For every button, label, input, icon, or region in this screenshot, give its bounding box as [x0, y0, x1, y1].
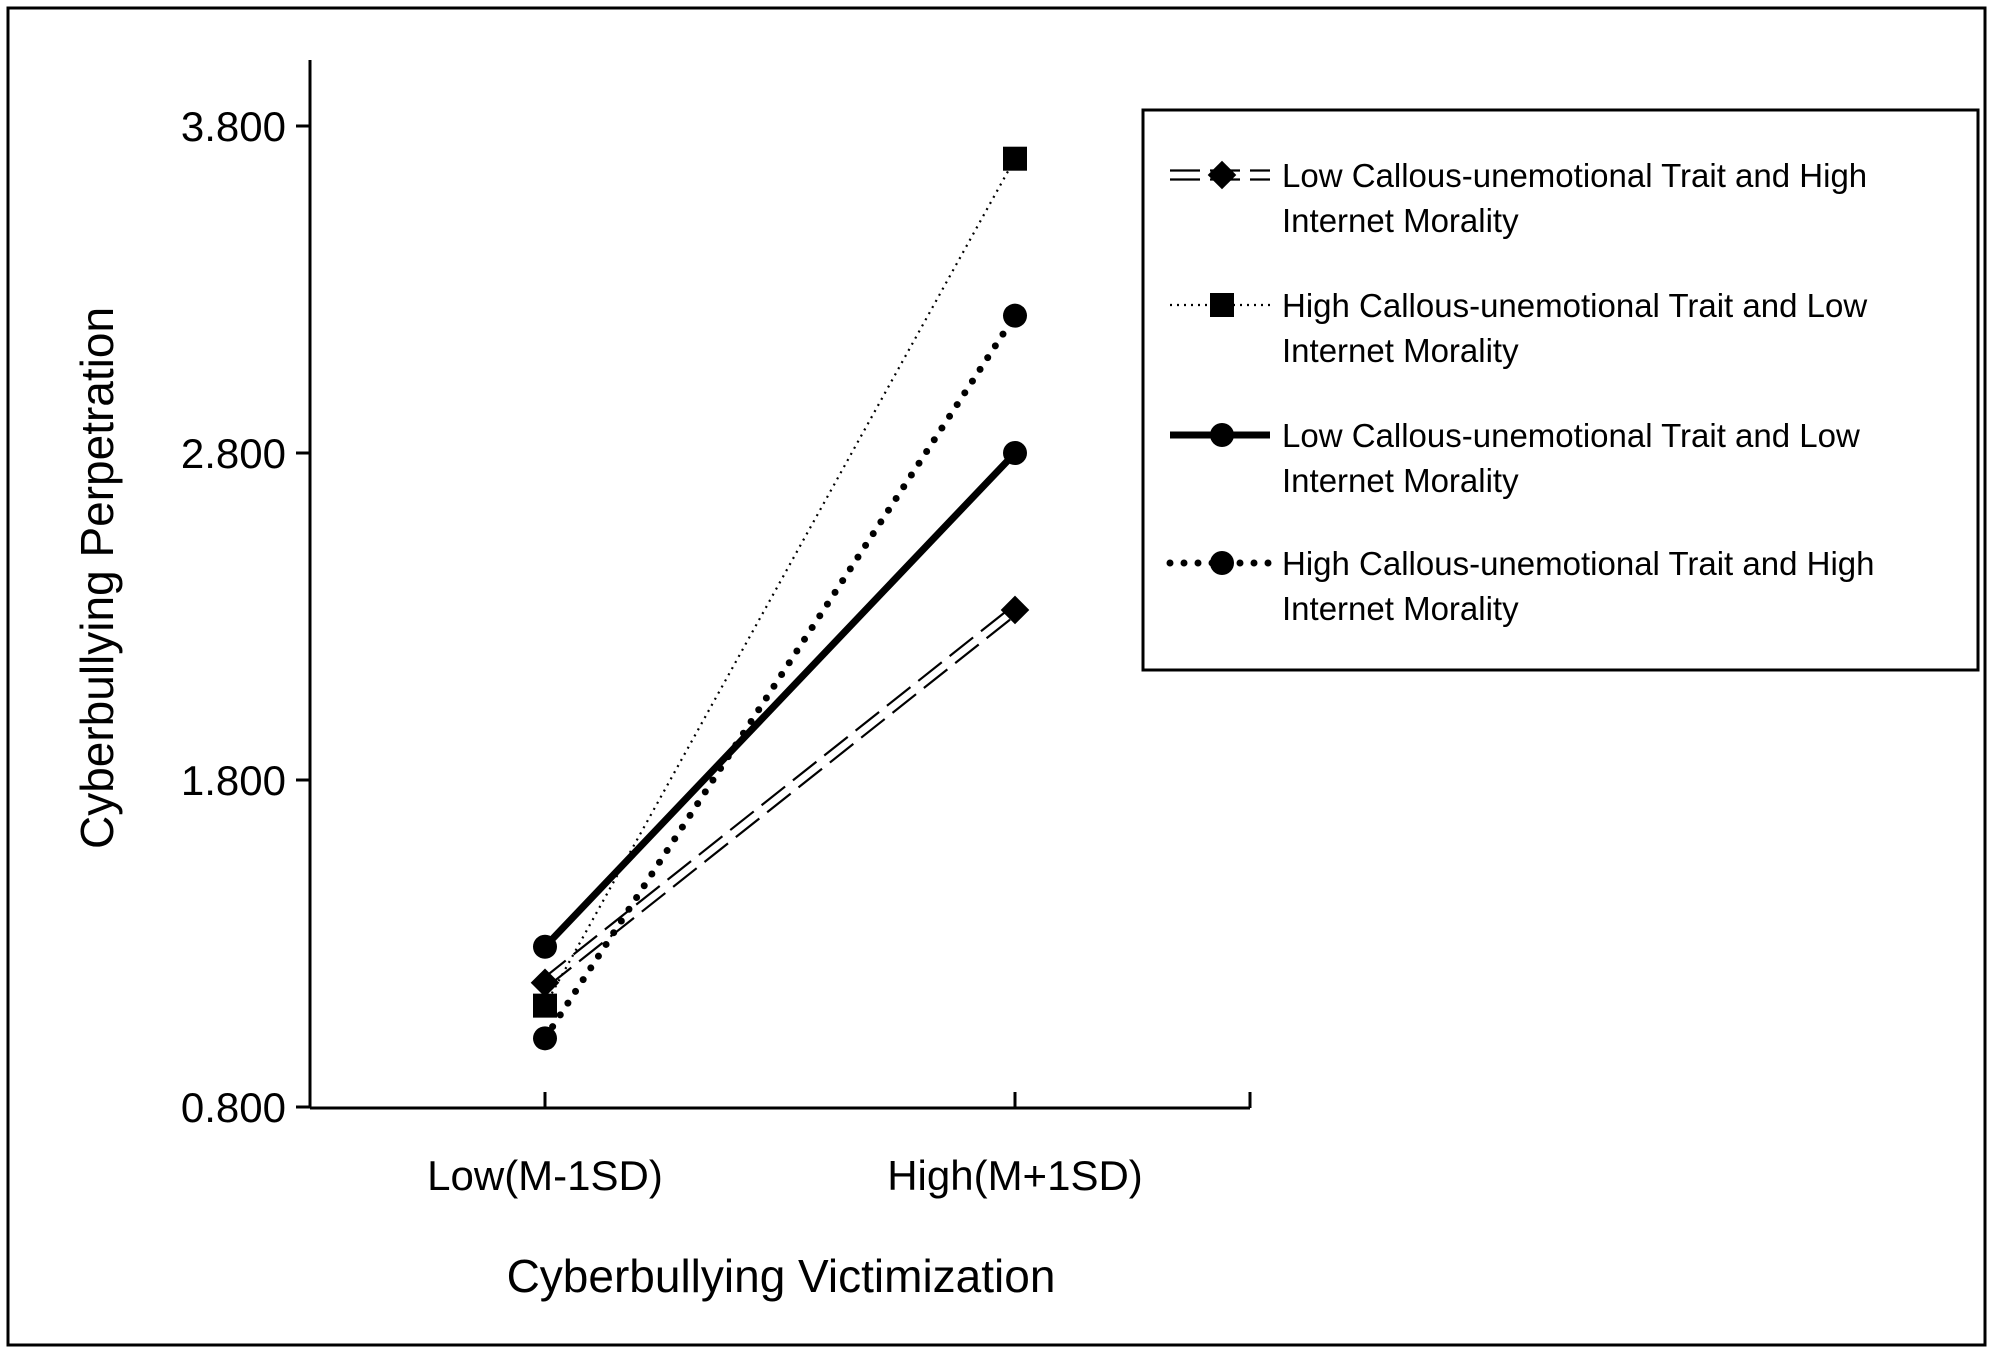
plot-lines — [541, 158, 1019, 1042]
square-marker — [533, 993, 557, 1018]
series-line — [542, 450, 1018, 950]
circle-marker — [1210, 551, 1234, 575]
y-tick-label: 3.800 — [181, 103, 286, 150]
circle-marker — [533, 934, 557, 959]
series-4-line — [541, 312, 1019, 1042]
legend: Low Callous-unemotional Trait and High In… — [1141, 108, 1980, 672]
y-tick-label: 0.800 — [181, 1084, 286, 1131]
legend-box — [1141, 108, 1980, 672]
plot-markers — [530, 146, 1030, 1051]
series-1-markers — [530, 595, 1030, 998]
legend-item-2: High Callous-unemotional Trait and Low In… — [1170, 287, 1867, 369]
legend-label: Internet Morality — [1282, 332, 1519, 369]
circle-marker — [1003, 441, 1027, 465]
circle-marker — [1003, 303, 1027, 328]
series-line-edge — [547, 612, 1019, 988]
legend-item-4: High Callous-unemotional Trait and High I… — [1166, 545, 1875, 627]
legend-items: Low Callous-unemotional Trait and High In… — [1166, 157, 1875, 627]
diamond-marker — [530, 968, 560, 998]
square-marker — [1003, 146, 1027, 171]
legend-label: Internet Morality — [1282, 462, 1519, 499]
diamond-marker — [1000, 595, 1030, 625]
circle-marker — [533, 1026, 557, 1051]
y-tick-label: 1.800 — [181, 757, 286, 804]
x-tick-label: High(M+1SD) — [887, 1152, 1143, 1199]
legend-label: Internet Morality — [1282, 590, 1519, 627]
series-line — [541, 312, 1019, 1042]
legend-label: Low Callous-unemotional Trait and Low — [1282, 417, 1860, 454]
legend-item-1: Low Callous-unemotional Trait and High In… — [1170, 157, 1867, 239]
circle-marker — [1210, 423, 1234, 447]
legend-label: Low Callous-unemotional Trait and High — [1282, 157, 1867, 194]
legend-label: High Callous-unemotional Trait and High — [1282, 545, 1875, 582]
y-axis: 0.800 1.800 2.800 3.800 — [181, 60, 312, 1131]
series-3-markers — [533, 441, 1027, 959]
x-tick-label: Low(M-1SD) — [427, 1152, 663, 1199]
legend-label: High Callous-unemotional Trait and Low — [1282, 287, 1867, 324]
series-4-markers — [533, 303, 1027, 1051]
legend-label: Internet Morality — [1282, 202, 1519, 239]
series-3-line — [542, 450, 1018, 950]
series-2-markers — [533, 146, 1027, 1018]
diamond-marker — [1207, 160, 1237, 190]
y-tick-label: 2.800 — [181, 430, 286, 477]
series-line-edge — [541, 605, 1013, 981]
y-axis-title: Cyberbullying Perpetration — [71, 307, 123, 849]
square-marker — [1210, 293, 1234, 317]
legend-item-3: Low Callous-unemotional Trait and Low Int… — [1170, 417, 1860, 499]
x-axis: Low(M-1SD) High(M+1SD) — [310, 1092, 1252, 1199]
series-1-line — [541, 605, 1019, 988]
x-axis-title: Cyberbullying Victimization — [507, 1250, 1056, 1302]
